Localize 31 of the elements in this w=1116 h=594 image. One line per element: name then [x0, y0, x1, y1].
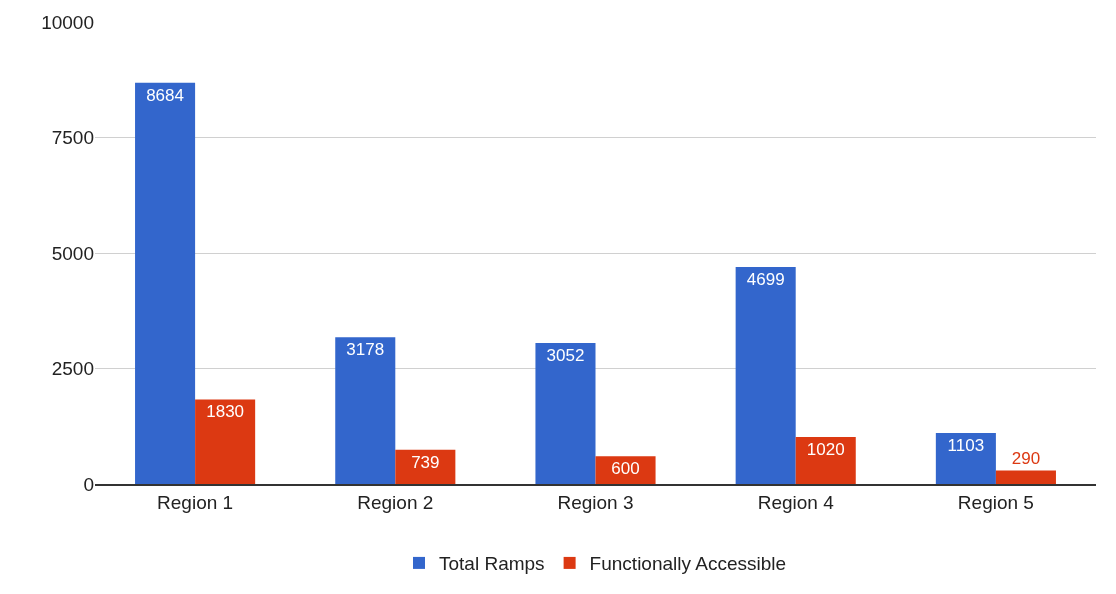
y-tick-label: 7500	[51, 127, 94, 149]
data-label: 1830	[206, 402, 245, 422]
data-label: 290	[1011, 448, 1041, 468]
y-tick-label: 10000	[41, 11, 94, 33]
x-tick-label: Region 5	[957, 491, 1034, 513]
bar	[935, 433, 996, 484]
bar	[135, 82, 196, 484]
bar	[735, 266, 796, 484]
data-label: 3052	[546, 346, 585, 365]
data-label: 739	[411, 452, 440, 472]
legend-label: Functionally Accessible	[589, 553, 787, 575]
data-label: 4699	[746, 269, 785, 289]
data-label: 600	[611, 459, 640, 479]
legend-label: Total Ramps	[439, 553, 545, 575]
y-tick-label: 0	[83, 473, 94, 495]
y-tick-label: 5000	[51, 242, 94, 264]
bar	[395, 449, 456, 484]
bar	[995, 470, 1056, 484]
y-tick-label: 2500	[51, 358, 94, 380]
bar	[335, 337, 396, 484]
x-tick-label: Region 1	[157, 491, 234, 513]
data-label: 1103	[947, 436, 985, 456]
x-tick-label: Region 4	[757, 491, 835, 513]
data-label: 8684	[146, 85, 184, 105]
bar	[195, 399, 256, 484]
x-tick-label: Region 3	[557, 491, 634, 513]
x-tick-label: Region 2	[357, 491, 434, 513]
bar	[535, 343, 596, 484]
bar	[795, 436, 856, 484]
data-label: 1020	[806, 439, 845, 459]
data-label: 3178	[346, 340, 385, 360]
